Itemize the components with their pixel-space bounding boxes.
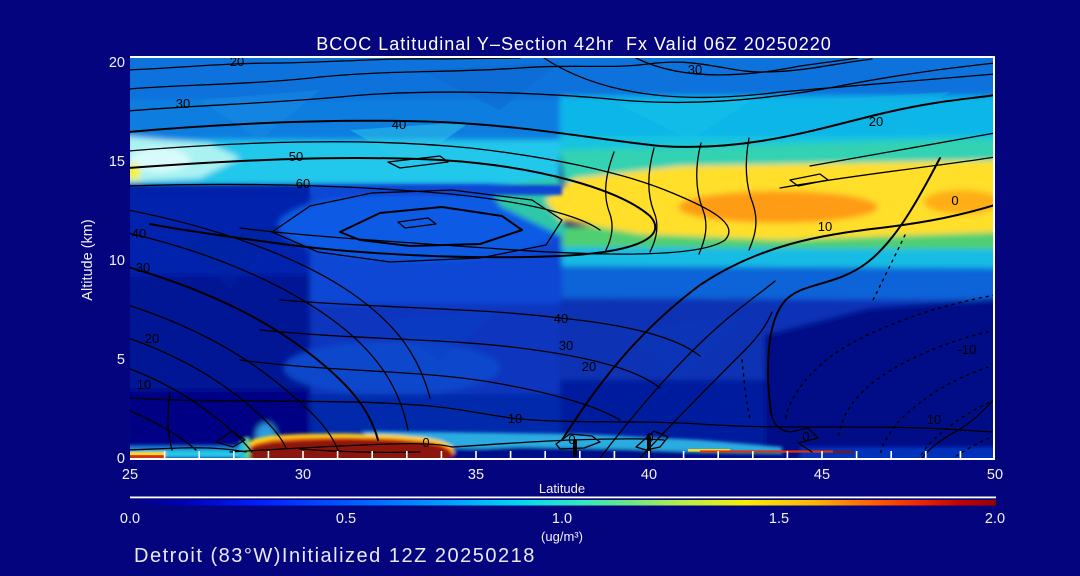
svg-text:15: 15 [109,154,125,170]
svg-text:0: 0 [951,193,958,208]
svg-text:50: 50 [289,149,303,164]
svg-text:30: 30 [136,260,150,275]
svg-text:Detroit (83°W)Initialized 12Z: Detroit (83°W)Initialized 12Z 20250218 [134,545,536,567]
svg-text:20: 20 [230,54,244,69]
svg-text:Latitude: Latitude [539,481,585,496]
svg-text:0.5: 0.5 [336,511,356,527]
svg-text:BCOC Latitudinal Y–Section 42h: BCOC Latitudinal Y–Section 42hr Fx Valid… [316,34,832,54]
svg-text:0: 0 [568,432,575,447]
svg-text:2.0: 2.0 [985,511,1005,527]
svg-text:35: 35 [468,467,484,483]
svg-text:5: 5 [117,352,125,368]
svg-text:10: 10 [818,219,832,234]
svg-text:10: 10 [508,411,522,426]
svg-text:10: 10 [137,377,151,392]
svg-text:1.5: 1.5 [769,511,789,527]
svg-text:40: 40 [554,311,568,326]
svg-text:0: 0 [117,451,125,467]
svg-text:50: 50 [987,467,1003,483]
svg-text:Altitude (km): Altitude (km) [80,219,96,300]
svg-text:30: 30 [688,62,702,77]
svg-text:(ug/m³): (ug/m³) [541,529,583,544]
svg-text:20: 20 [869,114,883,129]
svg-text:40: 40 [132,226,146,241]
svg-text:30: 30 [295,467,311,483]
svg-text:10: 10 [109,253,125,269]
svg-text:30: 30 [559,338,573,353]
svg-text:0: 0 [802,429,809,444]
svg-text:-10: -10 [958,342,977,357]
svg-text:20: 20 [145,331,159,346]
svg-text:45: 45 [814,467,830,483]
svg-text:40: 40 [392,117,406,132]
svg-text:0: 0 [646,430,653,445]
svg-text:20: 20 [582,359,596,374]
svg-text:40: 40 [641,467,657,483]
svg-text:60: 60 [296,176,310,191]
svg-text:0.0: 0.0 [120,511,140,527]
svg-text:25: 25 [122,467,138,483]
svg-text:20: 20 [109,55,125,71]
svg-text:30: 30 [176,96,190,111]
svg-text:10: 10 [927,412,941,427]
svg-text:0: 0 [422,435,429,450]
svg-text:1.0: 1.0 [552,511,572,527]
